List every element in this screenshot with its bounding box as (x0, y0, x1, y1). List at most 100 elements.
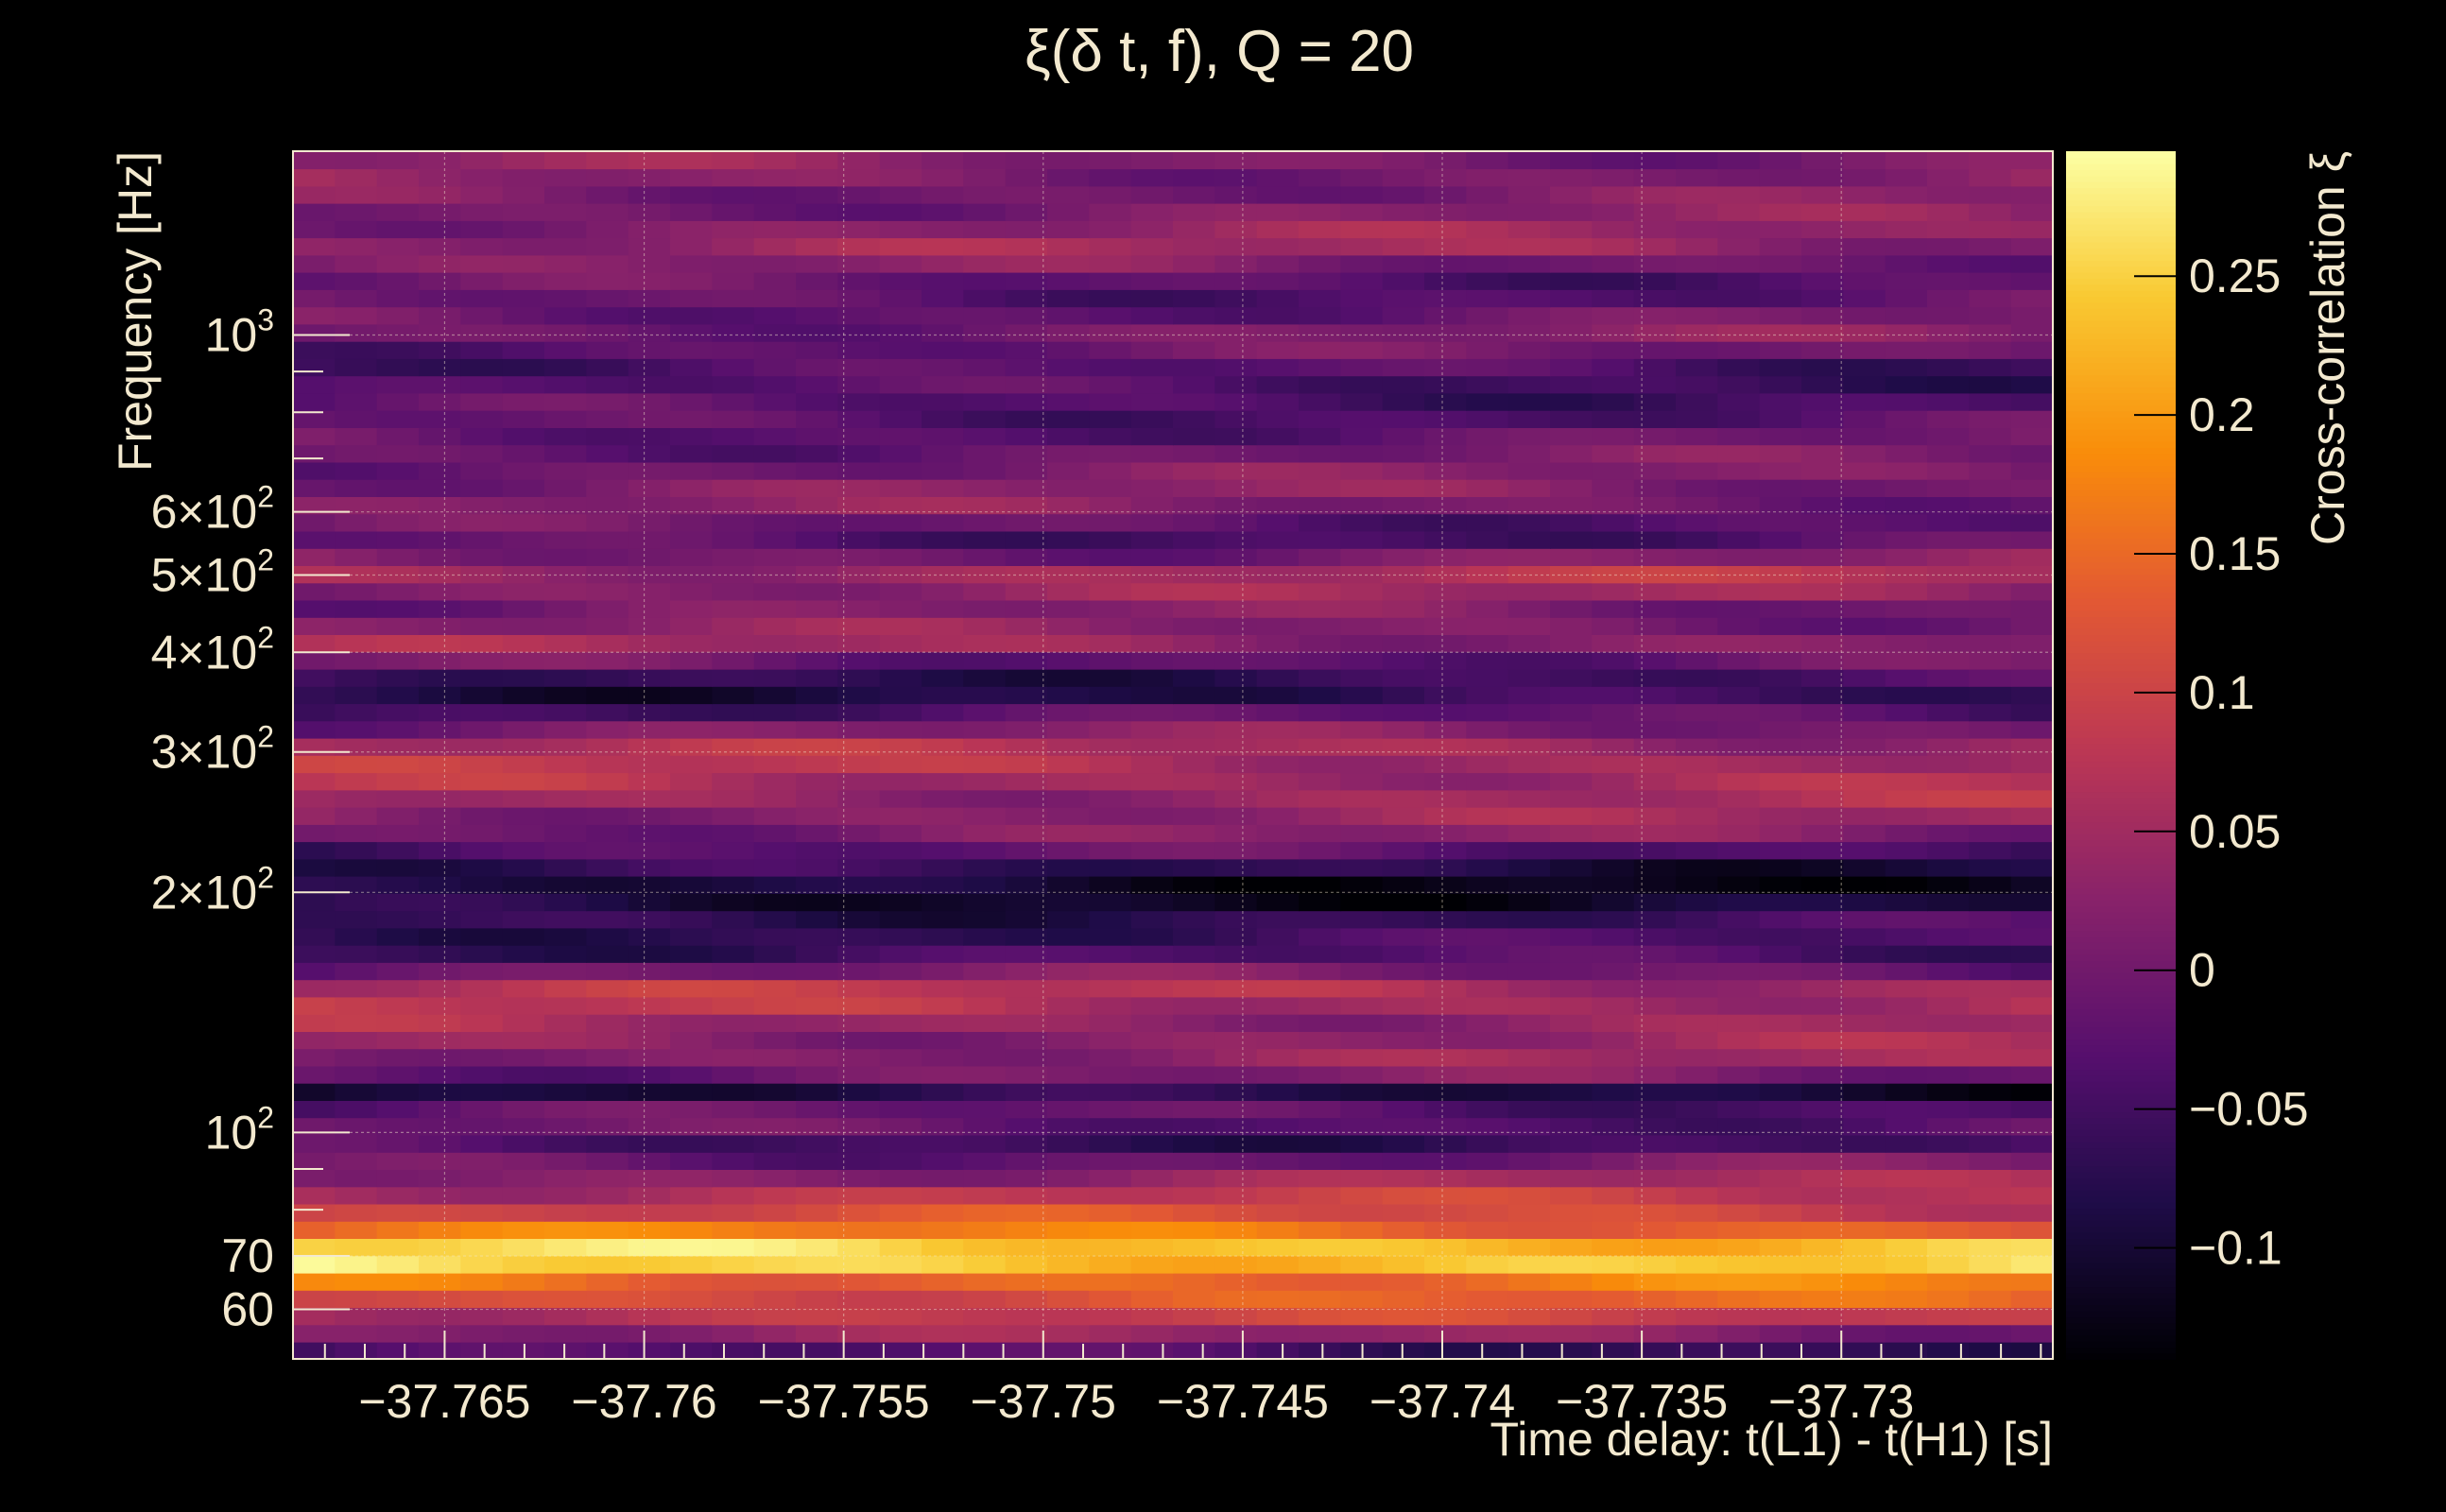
heatmap-cell (712, 806, 755, 825)
heatmap-cell (460, 1031, 504, 1050)
heatmap-cell (1885, 461, 1928, 480)
heatmap-cell (1130, 1324, 1174, 1343)
heatmap-cell (1801, 910, 1845, 929)
heatmap-cell (1130, 1186, 1174, 1205)
heatmap-cell (376, 1341, 420, 1360)
heatmap-cell (1550, 1238, 1593, 1257)
heatmap-cell (1214, 1082, 1258, 1101)
heatmap-cell (2010, 220, 2054, 239)
heatmap-cell (1089, 1117, 1132, 1136)
heatmap-cell (2010, 202, 2054, 221)
heatmap-cell (1173, 962, 1216, 981)
heatmap-cell (1801, 599, 1845, 618)
heatmap-cell (1843, 737, 1886, 756)
heatmap-cell (922, 616, 965, 635)
heatmap-cell (1466, 1220, 1509, 1239)
heatmap-cell (1885, 1082, 1928, 1101)
heatmap-cell (1843, 168, 1886, 187)
heatmap-cell (837, 927, 881, 946)
heatmap-cell (460, 565, 504, 584)
heatmap-cell (1633, 1272, 1677, 1291)
heatmap-cell (1927, 151, 1971, 170)
heatmap-cell (376, 1134, 420, 1153)
colorbar-cell (2066, 410, 2176, 418)
heatmap-cell (922, 1238, 965, 1257)
heatmap-cell (1843, 1307, 1886, 1326)
heatmap-cell (2010, 1238, 2054, 1257)
heatmap-cell (1005, 530, 1048, 549)
heatmap-cell (1717, 220, 1761, 239)
heatmap-cell (502, 340, 545, 359)
heatmap-cell (922, 271, 965, 290)
heatmap-cell (502, 582, 545, 601)
heatmap-cell (1507, 1324, 1551, 1343)
heatmap-cell (419, 703, 462, 722)
heatmap-cell (419, 755, 462, 774)
heatmap-cell (586, 858, 629, 877)
heatmap-cell (544, 599, 588, 618)
colorbar-cell (2066, 513, 2176, 521)
heatmap-cell (502, 651, 545, 670)
heatmap-cell (1256, 1100, 1300, 1119)
heatmap-cell (1382, 1151, 1425, 1170)
heatmap-cell (879, 944, 922, 963)
heatmap-cell (1592, 616, 1635, 635)
heatmap-cell (1424, 1272, 1468, 1291)
heatmap-cell (460, 806, 504, 825)
heatmap-cell (544, 513, 588, 532)
heatmap-cell (1089, 1255, 1132, 1274)
heatmap-cell (670, 668, 714, 687)
heatmap-cell (796, 599, 839, 618)
heatmap-cell (922, 858, 965, 877)
heatmap-cell (837, 513, 881, 532)
heatmap-cell (1550, 616, 1593, 635)
heatmap-cell (1676, 910, 1719, 929)
heatmap-cell (1173, 1307, 1216, 1326)
colorbar-cell (2066, 1111, 2176, 1119)
heatmap-cell (1005, 323, 1048, 342)
heatmap-cell (335, 271, 378, 290)
heatmap-cell (1592, 824, 1635, 843)
heatmap-cell (837, 427, 881, 446)
heatmap-cell (586, 271, 629, 290)
heatmap-cell (1382, 737, 1425, 756)
heatmap-cell (1676, 686, 1719, 705)
heatmap-cell (922, 979, 965, 998)
heatmap-cell (963, 237, 1007, 256)
heatmap-cell (796, 1134, 839, 1153)
heatmap-cell (1843, 996, 1886, 1015)
heatmap-cell (1340, 910, 1384, 929)
heatmap-cell (712, 409, 755, 428)
colorbar-cell (2066, 604, 2176, 611)
heatmap-cell (879, 185, 922, 204)
heatmap-cell (293, 806, 336, 825)
colorbar-cell (2066, 501, 2176, 508)
heatmap-cell (1340, 1134, 1384, 1153)
heatmap-cell (544, 375, 588, 394)
heatmap-cell (1214, 893, 1258, 912)
heatmap-cell (922, 427, 965, 446)
heatmap-cell (460, 703, 504, 722)
heatmap-cell (753, 1341, 797, 1360)
heatmap-cell (1005, 220, 1048, 239)
heatmap-cell (670, 720, 714, 739)
heatmap-cell (1466, 858, 1509, 877)
heatmap-cell (1466, 651, 1509, 670)
heatmap-cell (460, 306, 504, 325)
heatmap-cell (1801, 427, 1845, 446)
heatmap-cell (1130, 582, 1174, 601)
heatmap-cell (670, 409, 714, 428)
heatmap-cell (1843, 651, 1886, 670)
heatmap-cell (1885, 806, 1928, 825)
heatmap-cell (1173, 237, 1216, 256)
heatmap-cell (1801, 478, 1845, 497)
heatmap-cell (376, 1238, 420, 1257)
heatmap-cell (1843, 1324, 1886, 1343)
heatmap-cell (1843, 151, 1886, 170)
heatmap-cell (1550, 375, 1593, 394)
colorbar-cell (2066, 567, 2176, 576)
heatmap-cell (922, 1341, 965, 1360)
heatmap-cell (502, 478, 545, 497)
heatmap-cell (1969, 1290, 2012, 1309)
heatmap-cell (1382, 582, 1425, 601)
